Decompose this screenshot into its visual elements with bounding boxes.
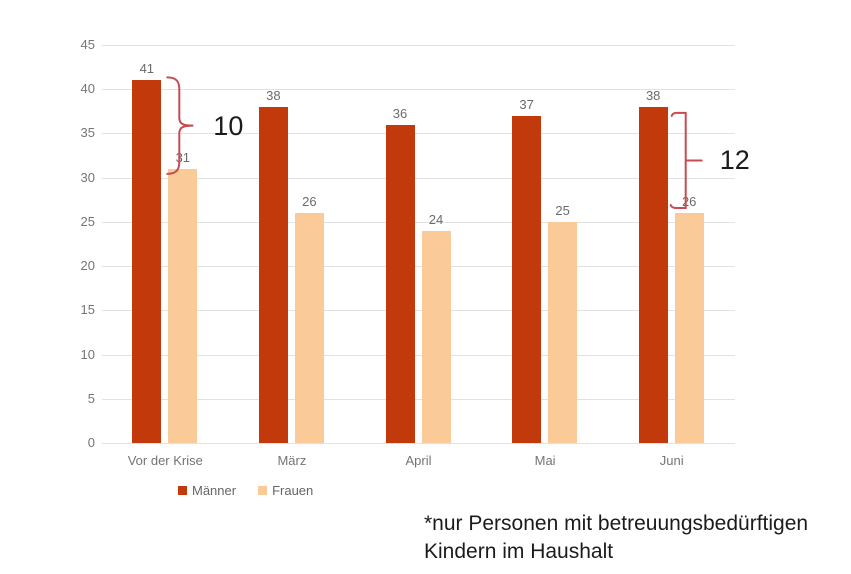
bar-frauen <box>674 213 704 443</box>
gridline <box>102 89 735 91</box>
footnote: *nur Personen mit betreuungsbedürftigen … <box>424 510 808 566</box>
bar-value-label: 37 <box>519 96 534 112</box>
bar-männer <box>512 115 542 443</box>
bar-value-label: 26 <box>302 194 317 210</box>
difference-label-left: 10 <box>213 110 244 141</box>
gridline <box>102 177 735 179</box>
bar-frauen <box>421 230 451 443</box>
y-axis-tick-label: 5 <box>87 390 95 406</box>
y-axis-tick-label: 15 <box>80 302 95 318</box>
legend-label: Frauen <box>272 483 314 498</box>
y-axis-tick-label: 45 <box>80 37 95 52</box>
legend-item: Frauen <box>258 483 313 498</box>
bar-frauen <box>548 221 578 443</box>
y-axis-tick-label: 40 <box>80 81 95 97</box>
bar-frauen <box>168 168 198 443</box>
x-axis-category-label: Vor der Krise <box>127 453 203 468</box>
gridline <box>102 133 735 135</box>
footnote-line1: *nur Personen mit betreuungsbedürftigen <box>424 512 809 535</box>
bar-value-label: 26 <box>681 194 697 210</box>
y-axis-tick-label: 35 <box>80 125 95 141</box>
bar-frauen <box>294 213 324 443</box>
bar-value-label: 24 <box>428 211 444 227</box>
bar-value-label: 31 <box>175 149 191 165</box>
bar-value-label: 25 <box>555 202 570 218</box>
bar-value-label: 38 <box>645 87 661 103</box>
gridline <box>102 443 735 444</box>
gridline <box>102 354 735 356</box>
y-axis-tick-label: 20 <box>80 258 95 274</box>
legend-swatch <box>178 486 187 495</box>
gridline <box>102 45 735 46</box>
x-axis-category-label: Mai <box>534 453 556 468</box>
y-axis-tick-label: 0 <box>87 435 95 450</box>
legend-label: Männer <box>192 483 237 498</box>
legend: Männer Frauen <box>178 483 313 498</box>
difference-label-right: 12 <box>719 145 750 176</box>
bar-männer <box>132 80 162 443</box>
x-axis-category-label: März <box>277 453 307 468</box>
bar-männer <box>638 106 668 443</box>
gridline <box>102 221 735 223</box>
footnote-line2: Kindern im Haushalt <box>424 540 614 563</box>
bar-männer <box>258 106 288 443</box>
bar-value-label: 38 <box>266 87 281 103</box>
gridline <box>102 398 735 400</box>
x-axis-category-label: Juni <box>659 453 684 468</box>
legend-item: Männer <box>178 483 236 498</box>
bar-value-label: 36 <box>392 105 408 121</box>
gridline <box>102 310 735 312</box>
gridline <box>102 266 735 268</box>
y-axis-tick-label: 30 <box>80 169 95 185</box>
bar-männer <box>385 124 415 443</box>
bar-value-label: 41 <box>139 61 155 77</box>
y-axis-tick-label: 25 <box>80 213 95 229</box>
x-axis-category-label: April <box>405 453 432 468</box>
legend-swatch <box>258 486 268 495</box>
y-axis-tick-label: 10 <box>80 346 95 362</box>
